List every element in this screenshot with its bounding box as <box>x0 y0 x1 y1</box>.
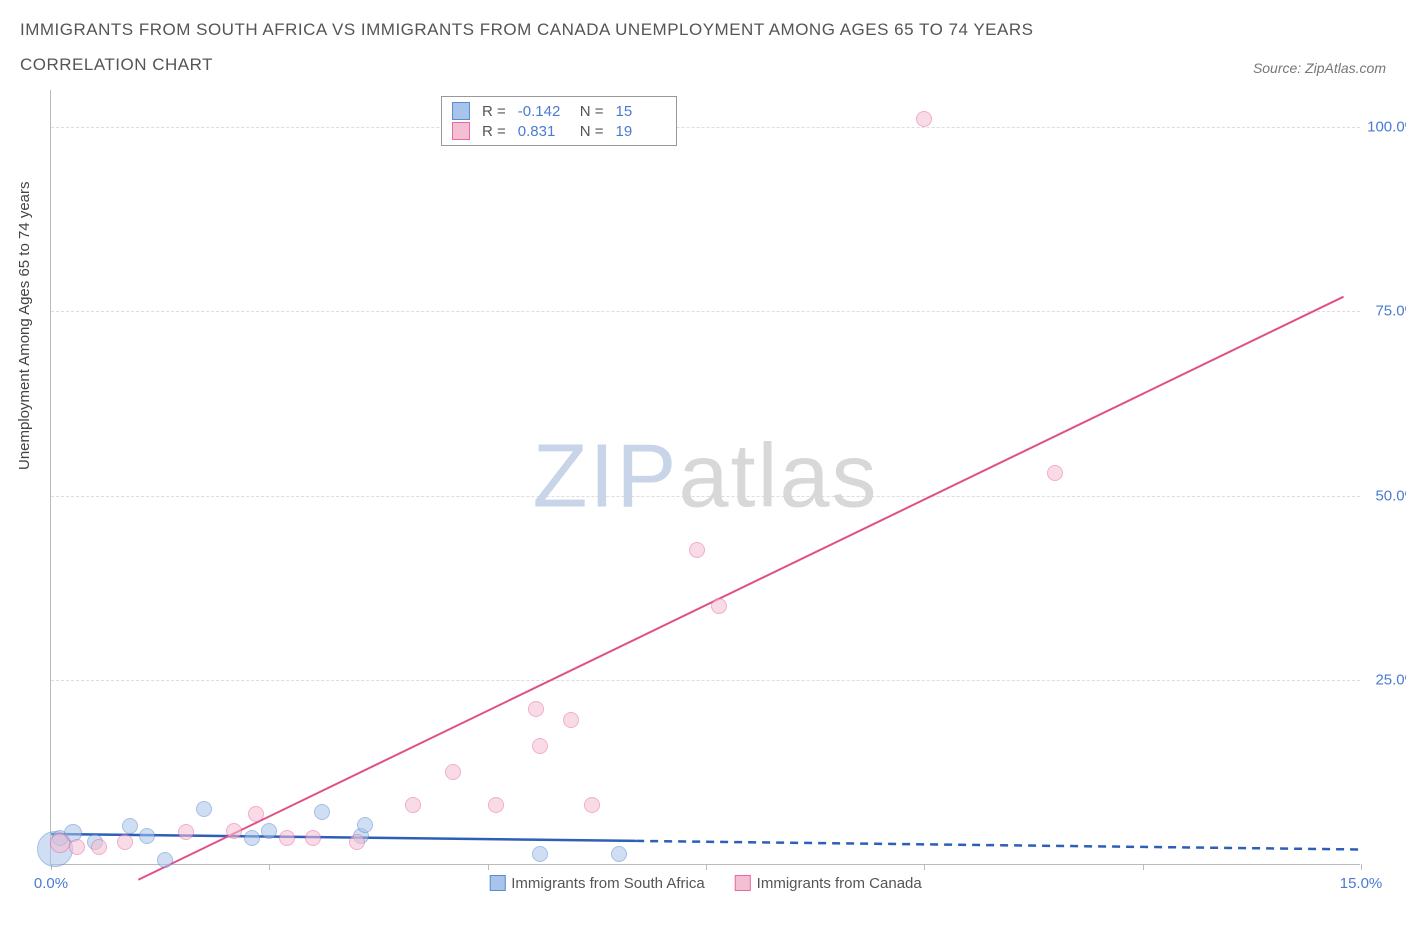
source-prefix: Source: <box>1253 60 1305 76</box>
data-point <box>445 764 461 780</box>
data-point <box>349 834 365 850</box>
data-point <box>532 738 548 754</box>
data-point <box>117 834 133 850</box>
stats-n-value: 19 <box>616 123 666 140</box>
stats-n-label: N = <box>580 103 604 120</box>
data-point <box>1047 465 1063 481</box>
data-point <box>305 830 321 846</box>
data-point <box>178 824 194 840</box>
stats-n-label: N = <box>580 123 604 140</box>
source-attribution: Source: ZipAtlas.com <box>1253 60 1386 76</box>
x-tick <box>706 864 707 870</box>
data-point <box>689 542 705 558</box>
stats-r-value: 0.831 <box>518 123 568 140</box>
data-point <box>314 804 330 820</box>
legend-label: Immigrants from South Africa <box>511 875 704 892</box>
data-point <box>584 797 600 813</box>
regression-line <box>138 297 1343 880</box>
x-tick <box>1361 864 1362 870</box>
x-tick <box>924 864 925 870</box>
data-point <box>261 823 277 839</box>
y-tick-label: 25.0% <box>1375 672 1406 689</box>
y-tick-label: 100.0% <box>1367 118 1406 135</box>
data-point <box>563 712 579 728</box>
data-point <box>279 830 295 846</box>
x-tick-label: 0.0% <box>34 875 68 892</box>
y-axis-label: Unemployment Among Ages 65 to 74 years <box>16 181 33 470</box>
data-point <box>711 598 727 614</box>
x-tick <box>488 864 489 870</box>
stats-row: R = 0.831 N = 19 <box>452 121 666 141</box>
data-point <box>248 806 264 822</box>
x-tick <box>269 864 270 870</box>
legend-item: Immigrants from Canada <box>735 875 922 892</box>
legend-item: Immigrants from South Africa <box>489 875 704 892</box>
data-point <box>488 797 504 813</box>
data-point <box>91 839 107 855</box>
stats-row: R = -0.142 N = 15 <box>452 101 666 121</box>
data-point <box>244 830 260 846</box>
data-point <box>357 817 373 833</box>
data-point <box>157 852 173 868</box>
chart-title-line1: IMMIGRANTS FROM SOUTH AFRICA VS IMMIGRAN… <box>20 20 1033 40</box>
data-point <box>532 846 548 862</box>
regression-lines <box>51 90 1360 864</box>
data-point <box>139 828 155 844</box>
stats-swatch <box>452 102 470 120</box>
x-tick-label: 15.0% <box>1340 875 1383 892</box>
regression-line-dashed <box>636 841 1361 850</box>
data-point <box>69 839 85 855</box>
y-tick-label: 50.0% <box>1375 487 1406 504</box>
stats-r-label: R = <box>482 103 506 120</box>
legend-label: Immigrants from Canada <box>757 875 922 892</box>
stats-swatch <box>452 122 470 140</box>
stats-r-label: R = <box>482 123 506 140</box>
data-point <box>226 823 242 839</box>
data-point <box>196 801 212 817</box>
chart-title-line2: CORRELATION CHART <box>20 55 213 75</box>
correlation-chart: ZIPatlas R =-0.142N =15R =0.831N =19 Imm… <box>50 90 1360 865</box>
data-point <box>122 818 138 834</box>
data-point <box>50 833 70 853</box>
legend-swatch <box>735 875 751 891</box>
source-name: ZipAtlas.com <box>1305 60 1386 76</box>
data-point <box>611 846 627 862</box>
x-tick <box>1143 864 1144 870</box>
stats-n-value: 15 <box>616 103 666 120</box>
data-point <box>528 701 544 717</box>
series-legend: Immigrants from South Africa Immigrants f… <box>489 875 921 892</box>
stats-legend-box: R = -0.142 N = 15 R = 0.831 N = 19 <box>441 96 677 146</box>
y-tick-label: 75.0% <box>1375 303 1406 320</box>
stats-r-value: -0.142 <box>518 103 568 120</box>
data-point <box>916 111 932 127</box>
data-point <box>405 797 421 813</box>
legend-swatch <box>489 875 505 891</box>
